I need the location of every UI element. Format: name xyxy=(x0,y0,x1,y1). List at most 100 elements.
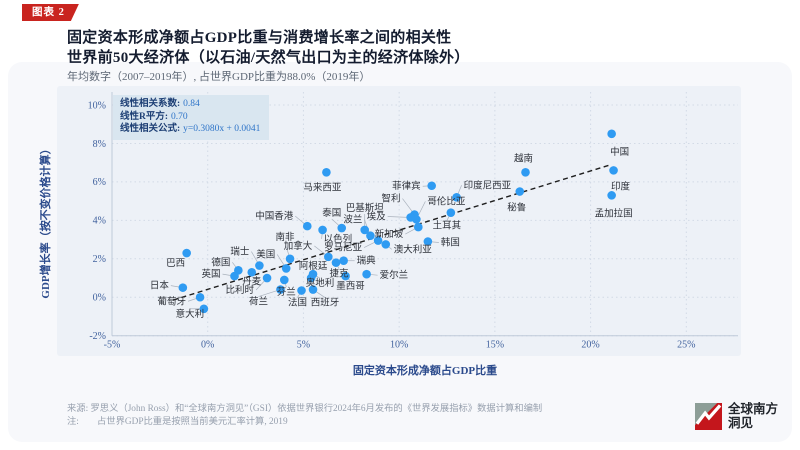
label-印度尼西亚: 印度尼西亚 xyxy=(464,179,512,191)
label-中国: 中国 xyxy=(610,146,629,158)
label-韩国: 韩国 xyxy=(441,236,460,248)
label-新加坡: 新加坡 xyxy=(375,228,404,240)
point-日本 xyxy=(178,283,188,292)
y-tick-label: 4% xyxy=(93,216,106,227)
point-捷克 xyxy=(331,258,341,267)
point-印度 xyxy=(609,166,618,175)
point-秘鲁 xyxy=(515,187,525,196)
label-哥伦比亚: 哥伦比亚 xyxy=(427,195,466,207)
label-瑞士: 瑞士 xyxy=(230,246,250,258)
note-line: 注: 占世界GDP比重是按照当前美元汇率计算, 2019 xyxy=(67,416,542,429)
brand-logo: 全球南方 洞见 xyxy=(695,402,779,430)
chart-number-tag: 图表 2 xyxy=(22,4,79,21)
point-巴基斯坦 xyxy=(360,225,369,235)
point-土耳其 xyxy=(446,208,456,217)
label-捷克: 捷克 xyxy=(329,268,349,280)
label-中国香港: 中国香港 xyxy=(255,210,294,222)
point-荷兰 xyxy=(276,285,285,294)
stat-value: y=0.3080x + 0.0041 xyxy=(183,124,261,134)
label-荷兰: 荷兰 xyxy=(249,296,268,308)
point-墨西哥 xyxy=(341,271,350,281)
label-泰国: 泰国 xyxy=(322,207,341,219)
label-越南: 越南 xyxy=(514,152,533,164)
y-tick-label: 8% xyxy=(93,139,106,150)
regression-stat-line-1: 线性R平方: 0.70 xyxy=(120,111,260,124)
chart-title-line1: 固定资本形成净额占GDP比重与消费增长率之间的相关性 xyxy=(67,30,452,46)
label-以色列: 以色列 xyxy=(324,233,353,245)
regression-stats-box: 线性相关系数: 0.84 线性R平方: 0.70 线性相关公式: y=0.3080x + … xyxy=(113,95,270,140)
label-爱尔兰: 爱尔兰 xyxy=(380,269,409,281)
y-tick-label: 6% xyxy=(93,177,106,188)
label-罗马尼亚: 罗马尼亚 xyxy=(324,243,363,254)
point-瑞典 xyxy=(339,256,348,266)
x-tick-label: 5% xyxy=(297,340,310,351)
x-tick-label: 20% xyxy=(581,340,599,351)
label-埃及: 埃及 xyxy=(367,210,387,222)
point-以色列 xyxy=(318,225,327,235)
point-中国香港 xyxy=(302,221,312,231)
point-中国 xyxy=(607,129,616,139)
label-德国: 德国 xyxy=(211,256,230,268)
point-爱尔兰 xyxy=(362,269,371,279)
point-菲律宾 xyxy=(427,181,437,191)
logo-wordmark: 全球南方 洞见 xyxy=(728,402,779,430)
x-tick-label: 10% xyxy=(390,340,408,351)
label-波兰: 波兰 xyxy=(343,214,362,226)
label-西班牙: 西班牙 xyxy=(311,297,340,309)
note-text: 占世界GDP比重是按照当前美元汇率计算, 2019 xyxy=(97,417,288,427)
label-秘鲁: 秘鲁 xyxy=(507,202,526,214)
point-瑞士 xyxy=(255,261,264,270)
point-韩国 xyxy=(423,237,433,246)
x-tick-label: 25% xyxy=(677,340,695,351)
point-加拿大 xyxy=(324,252,333,262)
y-tick-label: 10% xyxy=(88,100,106,111)
point-埃及 xyxy=(406,213,415,222)
label-智利: 智利 xyxy=(381,193,400,205)
point-西班牙 xyxy=(308,285,318,294)
stat-label: 线性相关公式: xyxy=(120,124,181,134)
label-意大利: 意大利 xyxy=(176,308,205,320)
point-马来西亚 xyxy=(322,167,331,177)
note-label: 注: xyxy=(67,417,79,427)
label-巴基斯坦: 巴基斯坦 xyxy=(346,202,385,214)
chart-title-line2: 世界前50大经济体（以石油/天然气出口为主的经济体除外） xyxy=(67,50,470,66)
label-印度: 印度 xyxy=(611,180,631,192)
y-tick-label: -2% xyxy=(89,331,106,342)
point-印度尼西亚 xyxy=(452,192,461,202)
label-丹麦: 丹麦 xyxy=(242,275,262,287)
label-日本: 日本 xyxy=(150,280,170,292)
label-瑞典: 瑞典 xyxy=(357,255,377,267)
point-新加坡 xyxy=(413,222,423,232)
point-英国 xyxy=(230,271,239,281)
label-巴西: 巴西 xyxy=(166,258,185,269)
label-孟加拉国: 孟加拉国 xyxy=(595,207,633,219)
x-tick-label: -5% xyxy=(104,340,121,351)
x-tick-label: 0% xyxy=(201,340,214,351)
label-芬兰: 芬兰 xyxy=(277,286,296,298)
label-马来西亚: 马来西亚 xyxy=(303,182,342,193)
plot-background xyxy=(57,86,741,356)
point-葡萄牙 xyxy=(195,292,205,302)
y-axis-title: GDP增长率（按不变价格计算） xyxy=(40,143,52,299)
label-澳大利亚: 澳大利亚 xyxy=(394,243,433,255)
x-tick-label: 15% xyxy=(486,340,504,351)
point-泰国 xyxy=(337,223,347,233)
point-孟加拉国 xyxy=(607,191,616,200)
point-罗马尼亚 xyxy=(373,236,383,245)
point-南非 xyxy=(285,254,295,264)
stat-label: 线性R平方: xyxy=(120,111,169,122)
label-南非: 南非 xyxy=(276,231,296,243)
label-葡萄牙: 葡萄牙 xyxy=(158,295,187,307)
point-巴西 xyxy=(182,248,191,258)
footer-notes: 来源: 罗思义（John Ross）和“全球南方洞见”（GSI）依据世界银行20… xyxy=(67,403,542,429)
label-加拿大: 加拿大 xyxy=(284,240,313,252)
source-line: 来源: 罗思义（John Ross）和“全球南方洞见”（GSI）依据世界银行20… xyxy=(67,404,543,414)
point-芬兰 xyxy=(279,275,289,285)
logo-text-line2: 洞见 xyxy=(728,415,754,430)
point-比利时 xyxy=(262,273,272,283)
logo-mark-icon xyxy=(695,403,722,430)
label-法国: 法国 xyxy=(288,297,307,309)
stat-value: 0.70 xyxy=(171,111,188,122)
logo-text-line1: 全球南方 xyxy=(728,402,779,416)
